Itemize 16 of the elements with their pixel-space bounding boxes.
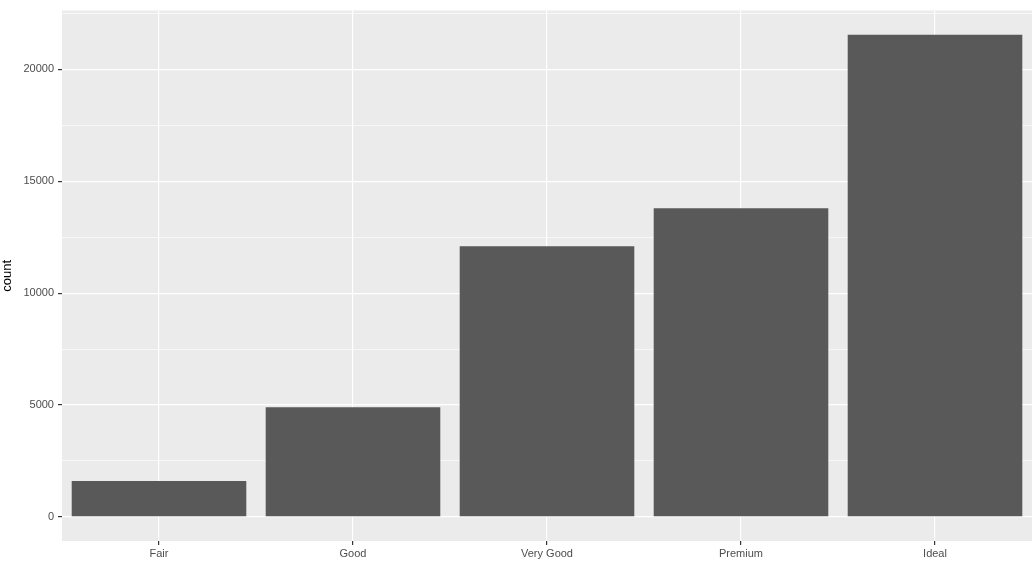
y-tick-label: 5000 (29, 398, 54, 411)
bar (71, 481, 247, 517)
x-tick-label: Fair (149, 546, 169, 559)
y-tick-label: 15000 (23, 174, 54, 187)
y-tick-label: 20000 (23, 62, 54, 75)
bar (459, 246, 635, 517)
y-tick-label: 10000 (23, 286, 54, 299)
x-tick-label: Ideal (923, 546, 947, 559)
x-tick-label: Good (339, 546, 367, 559)
y-tick-label: 0 (47, 509, 54, 522)
y-axis-title: count (0, 259, 15, 292)
bar (847, 34, 1023, 517)
bar (653, 208, 829, 517)
x-tick-label: Premium (718, 546, 764, 559)
x-tick-label: Very Good (521, 546, 573, 559)
bar (265, 407, 441, 517)
